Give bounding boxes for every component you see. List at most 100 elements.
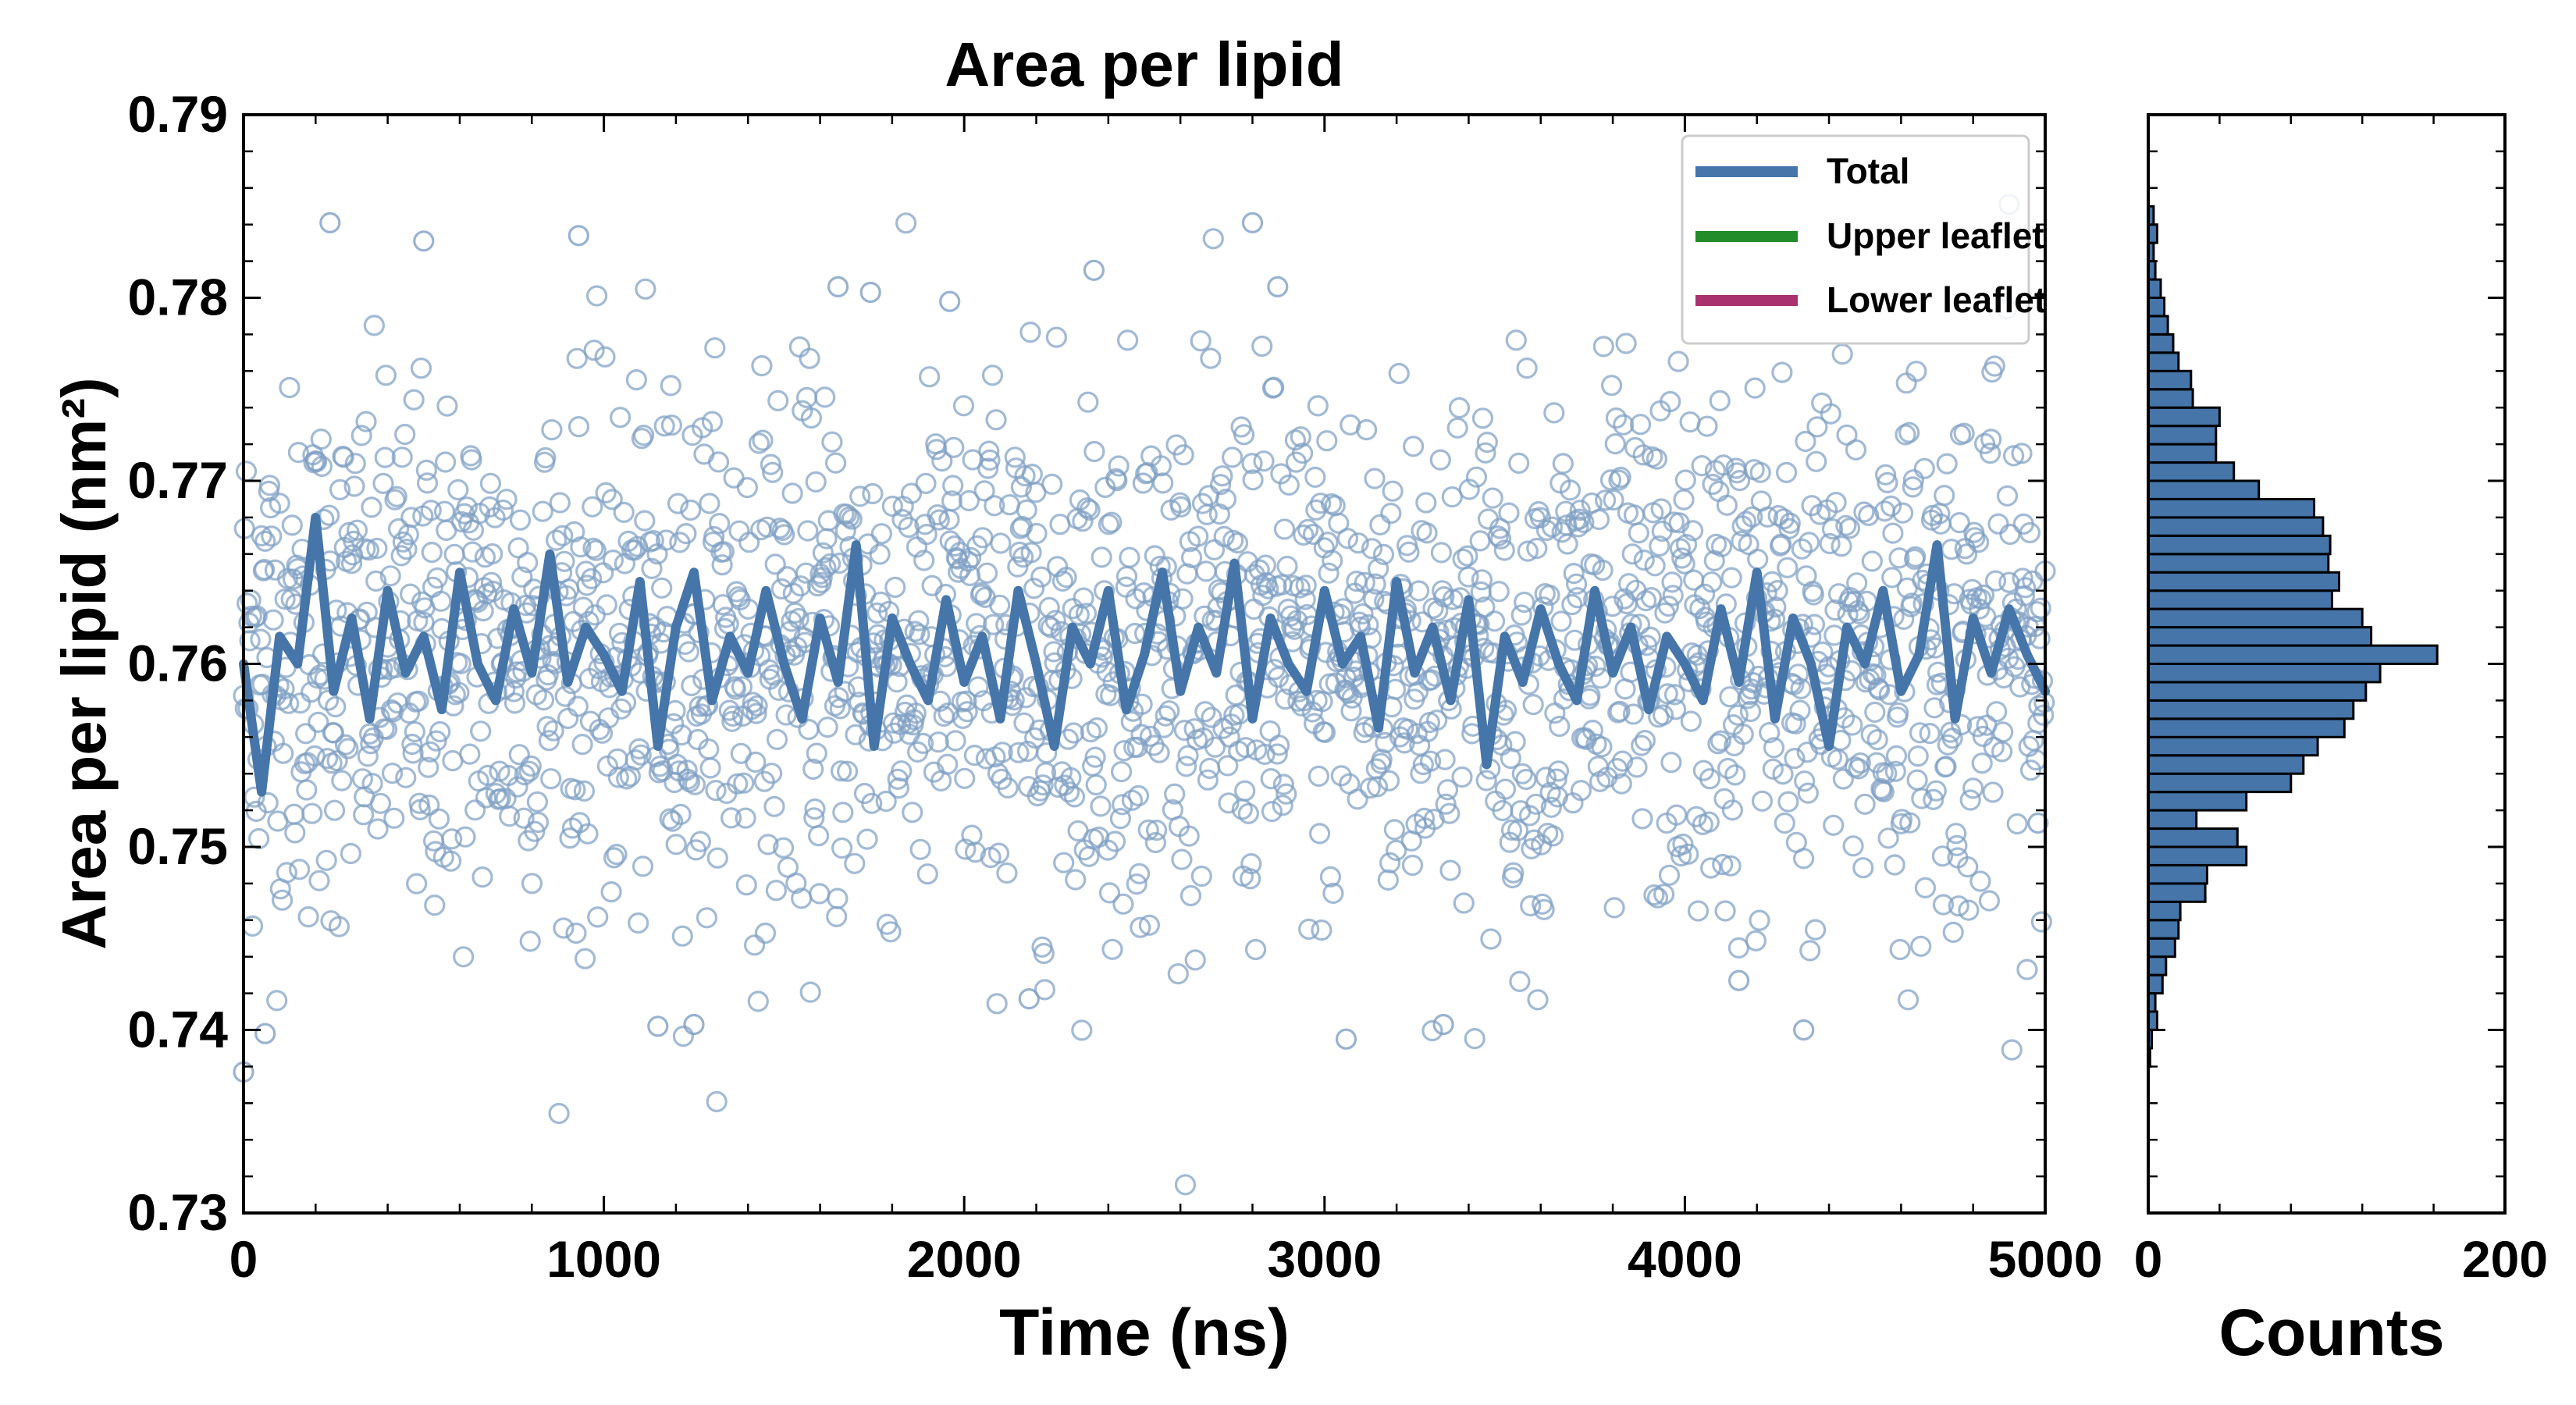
scatter-point: [1439, 802, 1461, 824]
scatter-point: [1055, 566, 1077, 589]
scatter-point: [1622, 703, 1644, 725]
scatter-point: [369, 792, 392, 814]
scatter-point: [1457, 566, 1479, 588]
scatter-point: [1791, 538, 1813, 560]
scatter-point: [752, 429, 774, 451]
scatter-point: [1794, 770, 1816, 792]
scatter-point: [280, 588, 302, 610]
scatter-point: [317, 689, 340, 711]
scatter-point: [900, 482, 923, 504]
scatter-point: [1774, 812, 1795, 834]
scatter-point: [1618, 573, 1640, 595]
scatter-point: [361, 773, 383, 795]
scatter-point: [1018, 987, 1040, 1010]
scatter-point: [881, 495, 903, 518]
scatter-point: [861, 792, 883, 814]
scatter-point: [1948, 511, 1970, 534]
scatter-point: [1304, 466, 1326, 489]
scatter-point: [1897, 989, 1920, 1011]
scatter-point: [600, 880, 622, 903]
scatter-point: [1910, 935, 1932, 957]
scatter-point: [482, 542, 503, 565]
scatter-point: [746, 695, 768, 717]
scatter-point: [1364, 573, 1386, 595]
scatter-point: [1700, 857, 1722, 879]
scatter-point: [1665, 699, 1687, 720]
legend-label-total: Total: [1827, 151, 1909, 191]
scatter-point: [1458, 478, 1480, 500]
scatter-point: [986, 993, 1008, 1015]
scatter-point: [1026, 522, 1048, 545]
scatter-point: [977, 457, 999, 479]
scatter-point: [1158, 700, 1180, 722]
scatter-point: [537, 663, 559, 686]
scatter-point: [628, 912, 649, 934]
scatter-point: [1747, 548, 1769, 571]
scatter-point: [251, 525, 272, 547]
scatter-point: [1923, 697, 1945, 719]
scatter-point: [395, 767, 417, 788]
scatter-point: [1841, 714, 1863, 736]
scatter-point: [601, 489, 623, 510]
scatter-point: [1380, 502, 1402, 525]
scatter-point: [301, 802, 323, 824]
scatter-point: [1446, 417, 1468, 439]
scatter-point: [1316, 430, 1338, 452]
scatter-point: [1724, 764, 1746, 786]
histogram-plot-frame: [2147, 113, 2507, 1215]
histogram-bar: [2147, 479, 2261, 500]
scatter-point: [1907, 745, 1929, 767]
scatter-point: [1660, 752, 1682, 774]
scatter-point: [1793, 1019, 1815, 1041]
scatter-point: [318, 504, 340, 526]
scatter-point: [1628, 522, 1649, 544]
scatter-point: [1525, 793, 1547, 815]
scatter-point: [1869, 679, 1891, 701]
scatter-point: [1798, 532, 1820, 553]
scatter-point: [834, 520, 856, 542]
scatter-point: [383, 807, 405, 829]
scatter-point: [594, 346, 616, 368]
scatter-point: [1590, 667, 1612, 689]
scatter-point: [1171, 848, 1193, 870]
scatter-point: [1853, 501, 1875, 523]
scatter-point: [1201, 706, 1222, 728]
scatter-point: [1025, 482, 1047, 503]
scatter-point: [1253, 450, 1275, 472]
scatter-point: [1359, 777, 1381, 799]
scatter-point: [430, 590, 452, 612]
scatter-point: [1276, 783, 1297, 805]
scatter-point: [513, 807, 535, 829]
scatter-point: [1535, 767, 1557, 788]
scatter-point: [1980, 429, 2002, 450]
scatter-point: [272, 742, 294, 764]
scatter-point: [845, 724, 866, 745]
scatter-point: [235, 461, 258, 482]
scatter-point: [1361, 538, 1383, 560]
scatter-point: [832, 802, 854, 823]
scatter-point: [1942, 921, 1964, 944]
scatter-point: [1765, 596, 1787, 618]
scatter-point: [931, 450, 953, 472]
scatter-point: [693, 443, 715, 465]
scatter-point: [592, 562, 614, 584]
scatter-point: [433, 500, 456, 522]
scatter-point: [708, 512, 731, 535]
scatter-point: [760, 763, 783, 784]
scatter-point: [859, 281, 881, 304]
scatter-point: [857, 533, 879, 555]
scatter-point: [596, 594, 617, 616]
scatter-point: [281, 514, 303, 536]
scatter-point: [1993, 667, 2015, 689]
scatter-point: [1357, 614, 1379, 636]
scatter-point: [1194, 701, 1216, 723]
scatter-point: [2030, 911, 2052, 933]
scatter-point: [706, 1090, 728, 1113]
scatter-point: [1763, 737, 1785, 759]
scatter-point: [1957, 855, 1979, 878]
scatter-point: [928, 509, 950, 531]
scatter-point: [1599, 469, 1622, 491]
scatter-point: [1019, 322, 1041, 343]
scatter-point: [261, 525, 283, 547]
scatter-point: [1799, 940, 1821, 962]
